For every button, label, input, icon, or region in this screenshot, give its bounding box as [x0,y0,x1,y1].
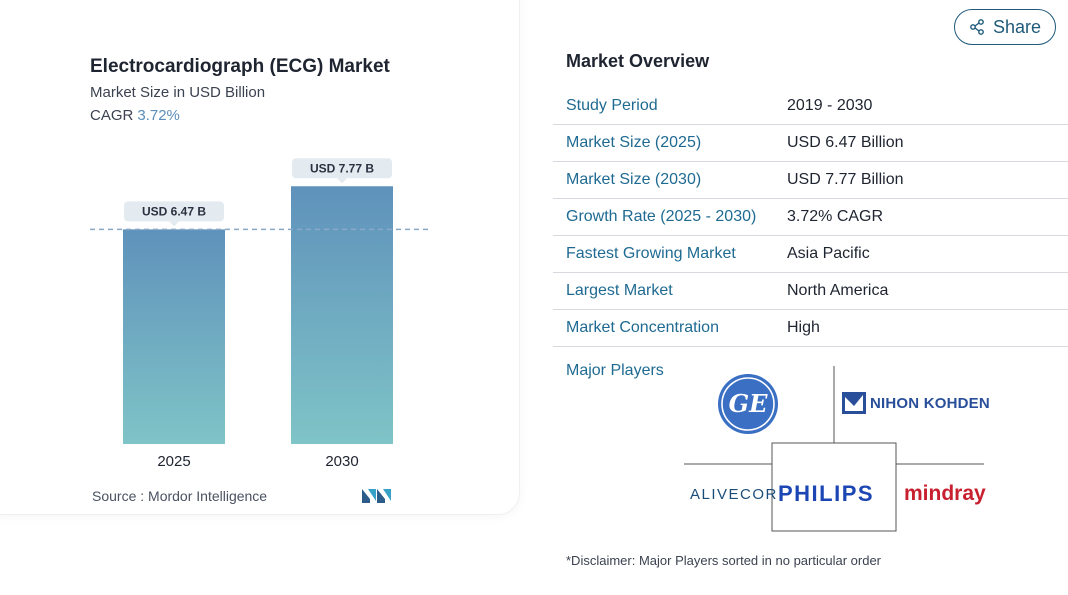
overview-value: 3.72% CAGR [787,208,884,225]
overview-label: Study Period [566,97,658,114]
overview-row: Market Size (2030) USD 7.77 Billion [553,162,1068,199]
nihon-kohden-text: NIHON KOHDEN [870,394,990,412]
chart-cagr: CAGR 3.72% [90,107,180,124]
mordor-intelligence-logo [362,489,391,503]
overview-row: Growth Rate (2025 - 2030) 3.72% CAGR [553,199,1068,236]
overview-row: Market Size (2025) USD 6.47 Billion [553,125,1068,162]
overview-label: Market Concentration [566,319,719,336]
data-label-pointer [337,178,347,184]
x-tick-label: 2030 [325,453,358,470]
data-label: USD 7.77 B [310,161,374,175]
philips-logo: PHILIPS [778,481,875,506]
chart-card [0,0,520,515]
data-label-pill [292,158,392,179]
alivecor-logo: ALIVECOR [690,486,778,503]
overview-label: Market Size (2030) [566,171,702,188]
cagr-label: CAGR [90,107,134,124]
overview-title: Market Overview [566,51,710,71]
overview-row: Study Period 2019 - 2030 [553,88,1068,125]
overview-value: High [787,319,820,336]
share-button[interactable]: Share [954,9,1056,45]
nihon-kohden-mark-icon [842,392,866,414]
ge-logo-text: GE [729,389,768,418]
overview-value: USD 7.77 Billion [787,171,904,188]
overview-value: 2019 - 2030 [787,97,873,114]
overview-row: Largest Market North America [553,273,1068,310]
ge-logo: GE [718,374,778,434]
cagr-value: 3.72% [137,107,180,124]
share-label: Share [992,16,1042,37]
overview-row: Market Concentration High [553,310,1068,347]
x-tick-label: 2025 [157,453,190,470]
disclaimer: *Disclaimer: Major Players sorted in no … [566,553,882,568]
overview-value: North America [787,282,889,299]
mindray-logo: mindray [904,482,986,505]
overview-row: Fastest Growing Market Asia Pacific [553,236,1068,273]
chart-source: Source : Mordor Intelligence [92,488,268,504]
overview-label: Growth Rate (2025 - 2030) [566,208,757,225]
overview-value: Asia Pacific [787,245,870,262]
overview-table: Study Period 2019 - 2030 Market Size (202… [553,88,1068,347]
data-label: USD 6.47 B [142,204,206,218]
share-icon [970,19,984,35]
overview-label: Largest Market [566,282,673,299]
bar [123,229,225,444]
chart-title: Electrocardiograph (ECG) Market [90,56,390,77]
data-label-pill [124,201,224,222]
bar-chart: USD 6.47 B 2025 USD 7.77 B 2030 [90,158,430,470]
chart-subtitle: Market Size in USD Billion [90,84,266,101]
bar [291,186,393,444]
overview-label: Market Size (2025) [566,134,702,151]
nihon-kohden-logo: NIHON KOHDEN [842,392,990,414]
overview-value: USD 6.47 Billion [787,134,904,151]
major-players-label: Major Players [566,362,664,379]
overview-label: Fastest Growing Market [566,245,736,262]
data-label-pointer [169,221,179,227]
